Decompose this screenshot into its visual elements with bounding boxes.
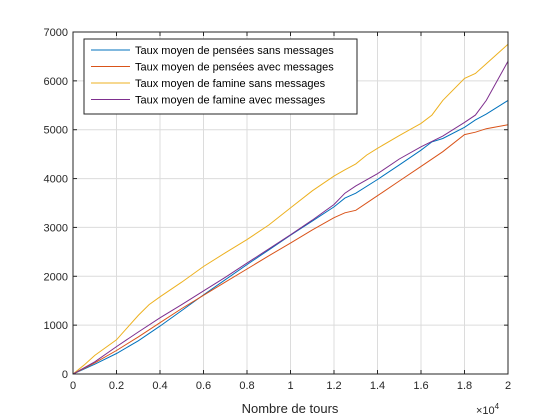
legend: Taux moyen de pensées sans messages Taux … xyxy=(83,38,358,115)
series-line xyxy=(72,124,509,375)
legend-box xyxy=(83,38,358,115)
y-tick-label: 6000 xyxy=(44,76,68,88)
y-tick-label: 3000 xyxy=(44,222,68,234)
y-tick-label: 1000 xyxy=(44,320,68,332)
x-axis-exponent-base: ×10 xyxy=(476,405,495,417)
x-tick-label: 2 xyxy=(505,380,511,392)
x-axis-exponent: ×104 xyxy=(476,402,500,417)
x-tick-label: 0.6 xyxy=(196,380,211,392)
x-tick-label: 1.8 xyxy=(457,380,472,392)
series-line xyxy=(72,61,509,375)
x-tick-label: 1.2 xyxy=(326,380,341,392)
series-line xyxy=(72,43,509,375)
series-layer xyxy=(72,43,509,375)
legend-entry-label: Taux moyen de famine sans messages xyxy=(135,78,326,90)
x-axis-ticks: 0 0.2 0.4 0.6 0.8 1 1.2 1.4 1.6 1.8 2 xyxy=(70,32,511,392)
legend-entry-label: Taux moyen de pensées sans messages xyxy=(135,45,334,57)
y-tick-label: 4000 xyxy=(44,174,68,186)
y-tick-label: 7000 xyxy=(44,27,68,39)
x-axis-exponent-power: 4 xyxy=(495,402,500,411)
legend-entry-label: Taux moyen de pensées avec messages xyxy=(135,62,334,74)
x-tick-label: 0.8 xyxy=(239,380,254,392)
y-tick-label: 0 xyxy=(62,369,68,381)
legend-entry-label: Taux moyen de famine avec messages xyxy=(135,95,326,107)
x-axis-label: Nombre de tours xyxy=(242,401,339,416)
x-tick-label: 0.2 xyxy=(109,380,124,392)
x-tick-label: 0.4 xyxy=(152,380,167,392)
x-tick-label: 1.4 xyxy=(370,380,385,392)
y-tick-label: 5000 xyxy=(44,125,68,137)
series-line xyxy=(72,99,509,375)
y-tick-label: 2000 xyxy=(44,271,68,283)
x-tick-label: 0 xyxy=(70,380,76,392)
x-tick-label: 1.6 xyxy=(413,380,428,392)
x-tick-label: 1 xyxy=(287,380,293,392)
y-axis-ticks: 0 1000 2000 3000 4000 5000 6000 7000 xyxy=(44,27,508,381)
